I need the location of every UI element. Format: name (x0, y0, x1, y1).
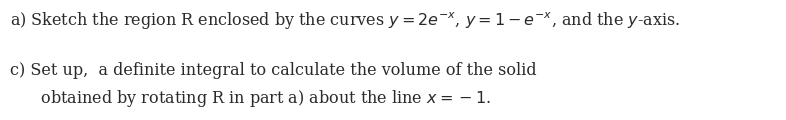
Text: c) Set up,  a definite integral to calculate the volume of the solid: c) Set up, a definite integral to calcul… (10, 62, 537, 79)
Text: obtained by rotating R in part a) about the line $x = -1$.: obtained by rotating R in part a) about … (10, 88, 491, 109)
Text: a) Sketch the region R enclosed by the curves $y = 2e^{-x}$, $y = 1 - e^{-x}$, a: a) Sketch the region R enclosed by the c… (10, 10, 680, 31)
